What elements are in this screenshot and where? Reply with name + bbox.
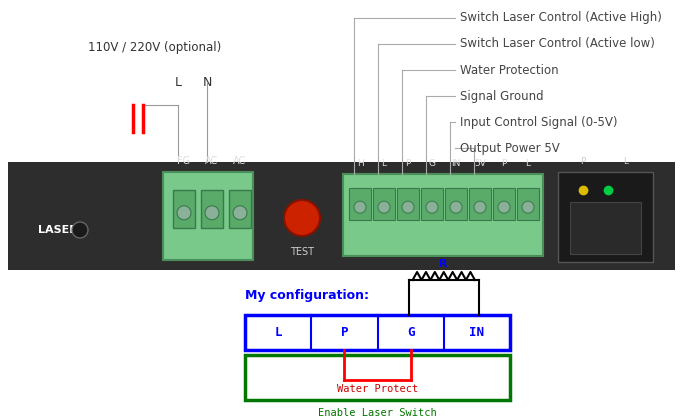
Text: G: G [428,159,435,168]
Text: P: P [341,326,348,339]
Circle shape [378,201,390,213]
Text: Input Control Signal (0-5V): Input Control Signal (0-5V) [460,116,618,129]
Circle shape [354,201,366,213]
Text: H: H [357,159,364,168]
Text: P: P [580,157,586,166]
Circle shape [522,201,534,213]
Bar [421,188,443,220]
Bar [493,188,515,220]
Text: R: R [440,259,448,269]
Bar [8,162,675,270]
Circle shape [498,201,510,213]
Text: Water Protect: Water Protect [337,384,418,394]
Circle shape [177,206,191,220]
Text: P: P [405,159,411,168]
Text: Enable Laser Switch: Enable Laser Switch [318,408,437,418]
Text: LASER: LASER [38,225,78,235]
Bar [349,188,371,220]
Bar [469,188,491,220]
Text: G: G [407,326,415,339]
Bar [397,188,419,220]
Text: 5V: 5V [474,159,486,168]
Bar [163,172,253,260]
Text: L: L [382,159,386,168]
Text: Signal Ground: Signal Ground [460,90,544,103]
Circle shape [402,201,414,213]
Bar [245,315,510,350]
Text: TEST: TEST [290,247,314,257]
Text: L: L [624,157,629,166]
Circle shape [72,222,88,238]
Bar [245,355,510,400]
Bar [570,202,641,254]
Circle shape [205,206,219,220]
Text: Switch Laser Control (Active High): Switch Laser Control (Active High) [460,11,662,24]
Text: IN: IN [451,159,461,168]
Circle shape [284,200,320,236]
Text: L: L [526,159,531,168]
Text: N: N [202,75,212,88]
Bar [343,174,543,256]
Bar [373,188,395,220]
Bar [173,190,195,228]
Text: AC: AC [206,156,219,166]
Text: My configuration:: My configuration: [245,289,369,302]
Text: Output Power 5V: Output Power 5V [460,142,560,155]
Text: Water Protection: Water Protection [460,64,559,77]
Bar [558,172,653,262]
Circle shape [233,206,247,220]
Bar [201,190,223,228]
Circle shape [426,201,438,213]
Circle shape [450,201,462,213]
Text: Switch Laser Control (Active low): Switch Laser Control (Active low) [460,37,655,51]
Bar [445,188,467,220]
Text: L: L [275,326,282,339]
Text: 110V / 220V (optional): 110V / 220V (optional) [88,41,221,54]
Bar [517,188,539,220]
Circle shape [474,201,486,213]
Text: AC: AC [233,156,246,166]
Text: L: L [175,75,181,88]
Bar [229,190,251,228]
Text: FG: FG [177,156,190,166]
Text: P: P [502,159,506,168]
Text: IN: IN [469,326,484,339]
